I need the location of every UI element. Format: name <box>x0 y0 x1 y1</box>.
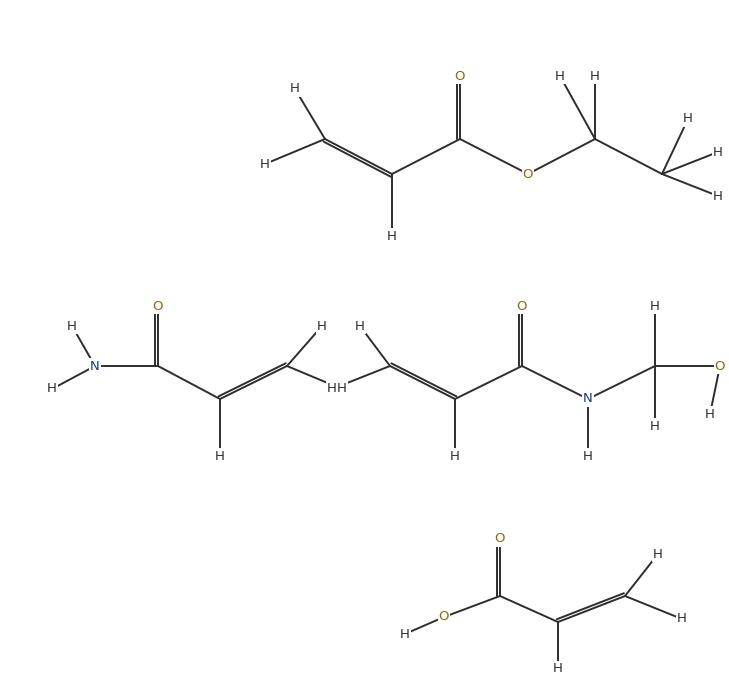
Text: O: O <box>439 611 449 624</box>
Text: H: H <box>317 319 327 332</box>
Text: H: H <box>215 449 225 462</box>
Text: H: H <box>400 627 410 640</box>
Text: N: N <box>90 360 100 373</box>
Text: O: O <box>455 70 465 83</box>
Text: O: O <box>495 533 505 546</box>
Text: H: H <box>553 663 563 676</box>
Text: H: H <box>583 449 593 462</box>
Text: H: H <box>355 319 365 332</box>
Text: H: H <box>713 146 723 159</box>
Text: H: H <box>705 408 715 421</box>
Text: H: H <box>650 419 660 432</box>
Text: H: H <box>653 547 663 560</box>
Text: O: O <box>714 360 725 373</box>
Text: H: H <box>713 189 723 202</box>
Text: H: H <box>650 300 660 313</box>
Text: H: H <box>260 157 270 170</box>
Text: N: N <box>583 393 593 406</box>
Text: H: H <box>555 70 565 83</box>
Text: H: H <box>450 449 460 462</box>
Text: H: H <box>47 382 57 395</box>
Text: H: H <box>683 112 693 125</box>
Text: H: H <box>677 612 687 625</box>
Text: H: H <box>337 382 347 395</box>
Text: H: H <box>327 382 337 395</box>
Text: O: O <box>153 300 163 313</box>
Text: O: O <box>517 300 527 313</box>
Text: O: O <box>523 168 533 181</box>
Text: H: H <box>387 230 397 243</box>
Text: H: H <box>290 83 300 96</box>
Text: H: H <box>67 319 77 332</box>
Text: H: H <box>590 70 600 83</box>
